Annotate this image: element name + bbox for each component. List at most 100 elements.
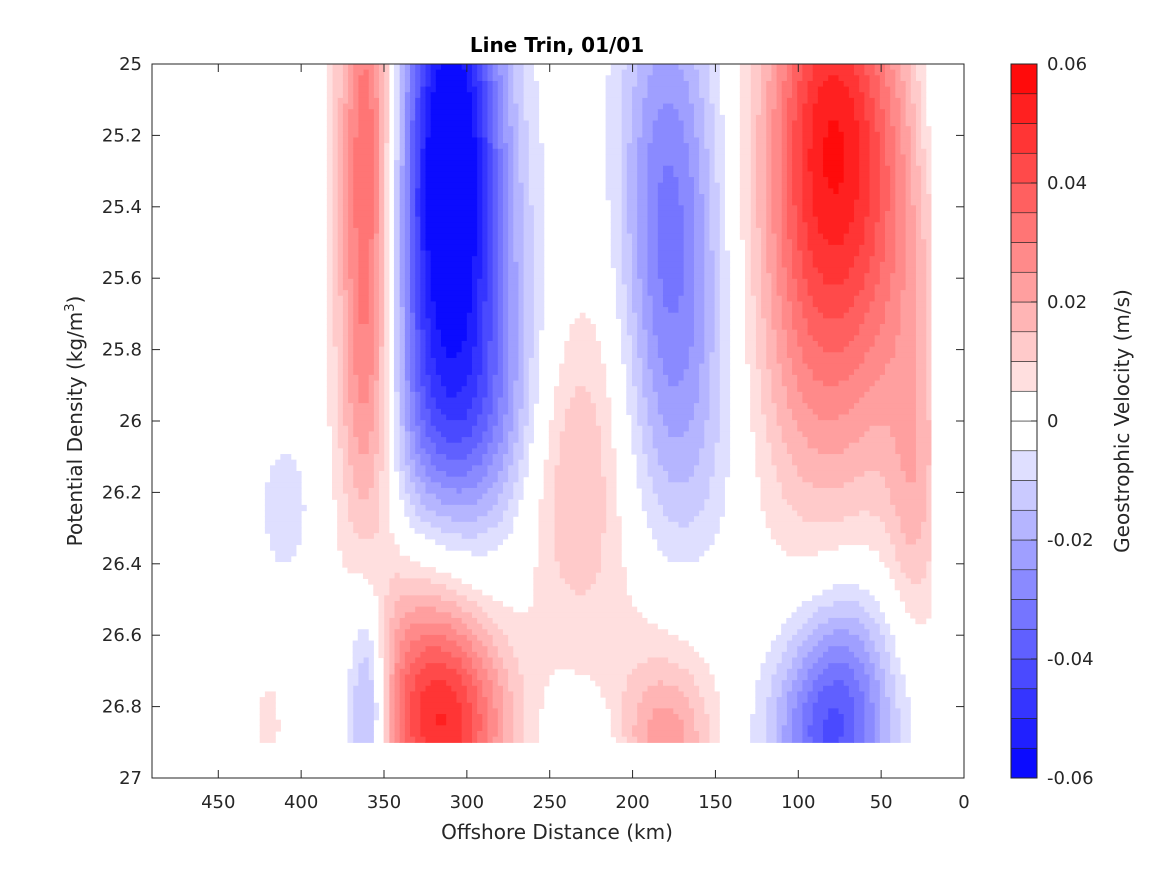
contour-cell [368, 301, 374, 308]
contour-cell [791, 194, 803, 201]
contour-cell [430, 109, 472, 116]
contour-cell [497, 160, 503, 167]
contour-cell [352, 160, 374, 167]
contour-cell [636, 210, 648, 218]
contour-cell [383, 391, 390, 399]
contour-cell [600, 538, 622, 546]
contour-cell [347, 182, 354, 189]
contour-cell [750, 725, 767, 732]
contour-cell [605, 126, 622, 133]
contour-cell [677, 177, 694, 184]
contour-cell [326, 160, 333, 167]
contour-cell [708, 414, 720, 421]
contour-cell [719, 290, 731, 297]
contour-cell [874, 617, 885, 625]
contour-cell [636, 194, 648, 201]
contour-cell [517, 425, 524, 433]
contour-cell [910, 188, 922, 195]
contour-cell [693, 182, 700, 189]
contour-cell [693, 708, 705, 715]
contour-cell [703, 210, 710, 218]
contour-cell [270, 544, 297, 551]
contour-cell [352, 352, 374, 359]
contour-cell [827, 708, 839, 715]
contour-cell [471, 290, 478, 297]
contour-cell [399, 431, 405, 438]
contour-cell [414, 86, 421, 93]
contour-cell [523, 324, 534, 331]
contour-cell [517, 465, 529, 472]
contour-cell [466, 318, 478, 325]
contour-cell [430, 324, 436, 331]
contour-cell [920, 171, 927, 178]
contour-cell [868, 680, 880, 687]
contour-cell [502, 233, 509, 240]
contour-cell [915, 267, 927, 274]
contour-cell [378, 482, 390, 489]
contour-cell [414, 318, 421, 325]
contour-cell [512, 425, 519, 433]
contour-cell [409, 403, 416, 410]
contour-cell [517, 273, 524, 280]
contour-cell [770, 380, 782, 387]
contour-cell [502, 103, 509, 110]
contour-cell [419, 408, 431, 416]
contour-cell [559, 431, 602, 438]
contour-cell [621, 244, 633, 252]
contour-cell [925, 295, 932, 302]
contour-cell [523, 454, 529, 461]
contour-cell [564, 352, 602, 359]
contour-cell [533, 278, 545, 286]
contour-cell [657, 205, 684, 212]
contour-cell [409, 499, 421, 506]
contour-cell [517, 278, 524, 286]
contour-cell [708, 199, 720, 206]
contour-cell [486, 165, 493, 172]
contour-cell [476, 216, 483, 223]
contour-cell [502, 335, 509, 342]
contour-cell [373, 160, 380, 167]
contour-cell [461, 663, 472, 670]
contour-cell [719, 222, 725, 229]
contour-cell [791, 244, 798, 252]
contour-cell [636, 324, 643, 331]
contour-cell [868, 210, 880, 218]
contour-cell [331, 182, 338, 189]
contour-cell [662, 550, 705, 557]
contour-cell [636, 397, 648, 404]
contour-cell [486, 352, 498, 359]
contour-cell [791, 312, 803, 319]
contour-cell [708, 171, 715, 178]
contour-cell [399, 346, 405, 353]
contour-cell [615, 312, 627, 319]
contour-cell [910, 126, 916, 133]
contour-cell [373, 482, 380, 489]
contour-cell [889, 668, 901, 676]
contour-cell [708, 736, 720, 743]
contour-cell [399, 312, 405, 319]
contour-cell [920, 86, 927, 93]
contour-cell [905, 278, 916, 286]
contour-cell [688, 363, 700, 370]
contour-cell [486, 273, 493, 280]
contour-cell [812, 680, 834, 687]
contour-cell [646, 719, 684, 726]
contour-cell [414, 194, 421, 201]
contour-cell [827, 182, 839, 189]
contour-cell [507, 386, 514, 393]
contour-cell [393, 69, 400, 76]
contour-cell [419, 109, 426, 116]
contour-cell [657, 114, 679, 122]
y-tick-label: 25.4 [102, 197, 142, 218]
contour-cell [497, 239, 503, 246]
contour-cell [419, 210, 426, 218]
contour-cell [388, 697, 395, 704]
contour-cell [775, 97, 782, 105]
contour-cell [657, 397, 700, 404]
contour-cell [884, 685, 896, 693]
contour-cell [337, 109, 343, 116]
contour-cell [677, 714, 694, 721]
contour-cell [822, 589, 870, 596]
contour-cell [331, 222, 338, 229]
contour-cell [646, 397, 658, 404]
